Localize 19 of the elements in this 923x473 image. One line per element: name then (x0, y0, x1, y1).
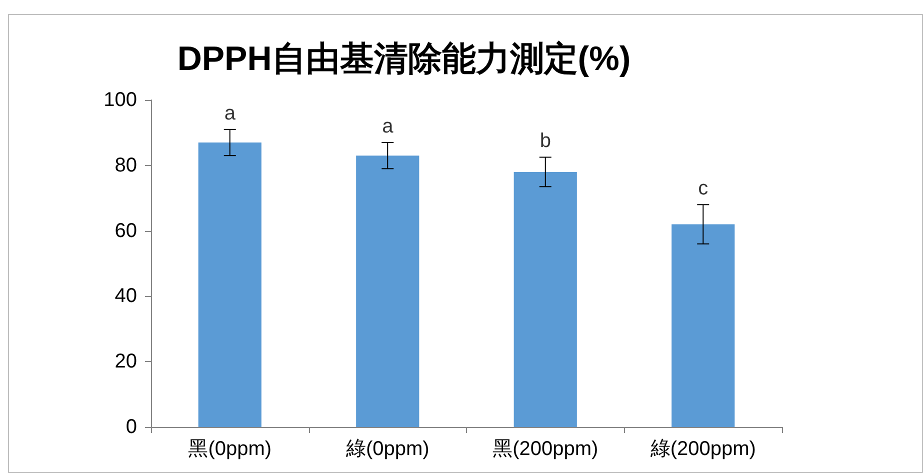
bar (198, 142, 262, 427)
x-tick-label: 黑(200ppm) (492, 438, 598, 460)
x-tick-label: 綠(0ppm) (344, 438, 430, 460)
y-tick-label: 100 (104, 89, 137, 111)
annotation: b (540, 130, 551, 152)
x-tick-label: 綠(200ppm) (649, 438, 756, 460)
annotation: c (698, 178, 708, 200)
annotation: a (224, 102, 236, 124)
bar (356, 156, 420, 427)
y-tick-label: 40 (114, 285, 137, 308)
bar (514, 172, 577, 427)
x-tick-label: 黑(0ppm) (188, 438, 272, 460)
y-tick-label: 60 (114, 220, 137, 242)
y-tick-label: 20 (114, 350, 137, 373)
y-tick-label: 0 (126, 416, 137, 438)
chart-title: DPPH自由基清除能力測定(%) (177, 40, 631, 78)
annotation: a (382, 116, 394, 138)
y-tick-label: 80 (114, 154, 137, 176)
bar (672, 224, 735, 427)
